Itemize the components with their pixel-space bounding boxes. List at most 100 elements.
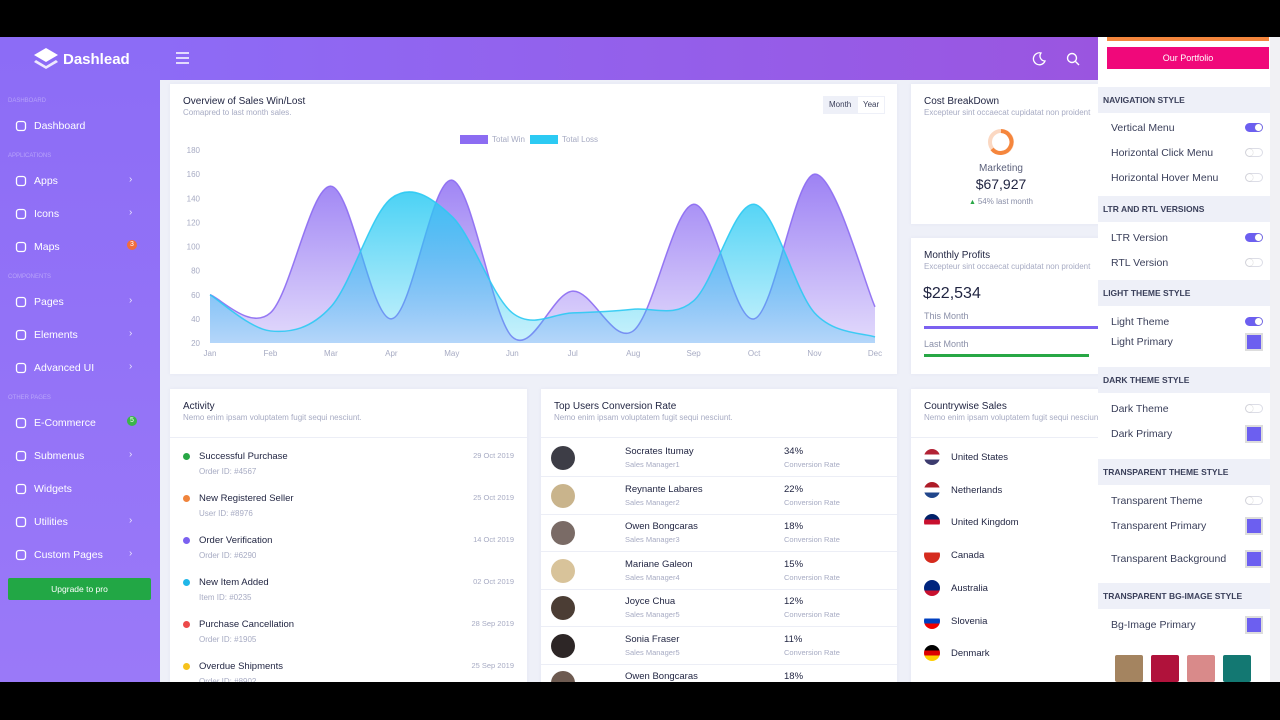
y-tick-label: 80 [191, 267, 200, 276]
bg-image-swatch[interactable] [1115, 655, 1143, 682]
submenu-arrow: › [129, 548, 133, 559]
timeline-dot [183, 663, 190, 670]
menu-item[interactable]: Elements › [0, 324, 160, 346]
range-button[interactable]: Year [857, 96, 886, 114]
menu-label: Advanced UI [34, 362, 95, 374]
toggle[interactable] [1245, 404, 1263, 413]
legend-label: Total Loss [562, 135, 598, 144]
brand[interactable]: Dashlead [63, 51, 130, 68]
y-tick-label: 100 [187, 243, 201, 252]
option-label: Light Primary [1111, 336, 1173, 348]
flag [924, 677, 940, 682]
timeline-dot [183, 579, 190, 586]
upgrade-button[interactable]: Upgrade to pro [8, 578, 151, 600]
card-title: Countrywise Sales [924, 401, 1007, 412]
user-rate: 12% [784, 596, 804, 607]
color-swatch[interactable] [1245, 616, 1263, 634]
menu-icon [15, 120, 27, 132]
sidebar: Dashlead DASHBOARD Dashboard APPLICATIONS A… [0, 37, 160, 682]
menu-item[interactable]: Pages › [0, 291, 160, 313]
user-name: Reynante Labares [625, 483, 703, 495]
menu-label: Maps [34, 241, 60, 253]
timeline-dot [183, 495, 190, 502]
menu-toggle[interactable] [176, 52, 190, 64]
user-rate: 18% [784, 521, 804, 532]
toggle[interactable] [1245, 123, 1263, 132]
country-name: Denmark [951, 648, 990, 660]
menu-item[interactable]: Icons › [0, 203, 160, 225]
option-label: Horizontal Hover Menu [1111, 172, 1219, 184]
menu-icon [15, 241, 27, 253]
menu-label: Utilities [34, 516, 68, 528]
icon-shape [15, 175, 27, 187]
this-month: This Month [924, 311, 969, 321]
flag [924, 547, 940, 564]
settings-heading: DARK THEME STYLE [1098, 367, 1270, 393]
color-swatch[interactable] [1245, 425, 1263, 443]
theme-toggle[interactable] [1032, 52, 1046, 66]
toggle[interactable] [1245, 317, 1263, 326]
toggle[interactable] [1245, 496, 1263, 505]
menu-item[interactable]: Dashboard [0, 115, 160, 137]
divider [170, 437, 527, 438]
user-rate: 22% [784, 483, 804, 495]
activity-id: Item ID: #0235 [199, 593, 252, 602]
menu-item[interactable]: Maps 3 [0, 236, 160, 258]
card-subtitle: Nemo enim ipsam voluptatem fugit sequi n… [183, 413, 362, 422]
card-subtitle: Comapred to last month sales. [183, 108, 292, 117]
menu-item[interactable]: Submenus › [0, 445, 160, 467]
country-name: United States [951, 452, 1009, 463]
activity-date: 14 Oct 2019 [473, 535, 514, 544]
menu-icon [15, 450, 27, 462]
card-title: Overview of Sales Win/Lost [183, 96, 306, 107]
submenu-arrow: › [129, 328, 133, 339]
divider [911, 437, 1111, 438]
toggle[interactable] [1245, 148, 1263, 157]
menu-icon [15, 175, 27, 187]
user-name: Owen Bongcaras [625, 521, 698, 532]
portfolio-button[interactable]: Our Portfolio [1107, 47, 1269, 69]
menu-icon [15, 329, 27, 341]
cost-card: Cost BreakDown Excepteur sint occaecat c… [911, 84, 1111, 224]
series-line [209, 191, 876, 338]
menu-item[interactable]: Apps › [0, 170, 160, 192]
option-label: Dark Theme [1111, 403, 1169, 415]
search-button[interactable] [1066, 52, 1080, 66]
toggle[interactable] [1245, 233, 1263, 242]
x-tick-label: Jan [204, 349, 217, 358]
sales-card: Overview of Sales Win/Lost Comapred to l… [170, 84, 897, 374]
country-name: Australia [951, 582, 988, 594]
menu-item[interactable]: Advanced UI › [0, 357, 160, 379]
y-tick-label: 120 [187, 218, 201, 227]
card-subtitle: Excepteur sint occaecat cupidatat non pr… [924, 262, 1091, 271]
menu-item[interactable]: Custom Pages › [0, 544, 160, 566]
color-swatch[interactable] [1245, 333, 1263, 351]
rate-label: Conversion Rate [784, 572, 840, 582]
toggle[interactable] [1245, 173, 1263, 182]
avatar [551, 633, 575, 658]
activity-title: New Item Added [199, 577, 269, 588]
icon-shape [15, 120, 27, 132]
timeline-dot [183, 453, 190, 460]
avatar [551, 596, 575, 620]
range-button[interactable]: Month [823, 96, 858, 114]
toggle[interactable] [1245, 258, 1263, 267]
bg-image-swatch[interactable] [1223, 655, 1251, 682]
menu-item[interactable]: E-Commerce 5 [0, 412, 160, 434]
menu-item[interactable]: Utilities › [0, 511, 160, 533]
activity-date: 25 Sep 2019 [471, 661, 514, 670]
user-role: Sales Manager4 [625, 572, 680, 582]
area [210, 191, 875, 343]
color-swatch[interactable] [1245, 550, 1263, 568]
bg-image-swatch[interactable] [1187, 655, 1215, 682]
x-tick-label: Aug [626, 349, 640, 358]
menu-icon [15, 208, 27, 220]
menu-item[interactable]: Widgets [0, 478, 160, 500]
user-role: Sales Manager5 [625, 647, 680, 657]
menu-label: Icons [34, 208, 60, 220]
bg-image-swatch[interactable] [1151, 655, 1179, 682]
menu-heading: OTHER PAGES [8, 395, 51, 401]
color-swatch[interactable] [1245, 517, 1263, 535]
icon-shape [15, 296, 27, 308]
flag [924, 514, 940, 531]
